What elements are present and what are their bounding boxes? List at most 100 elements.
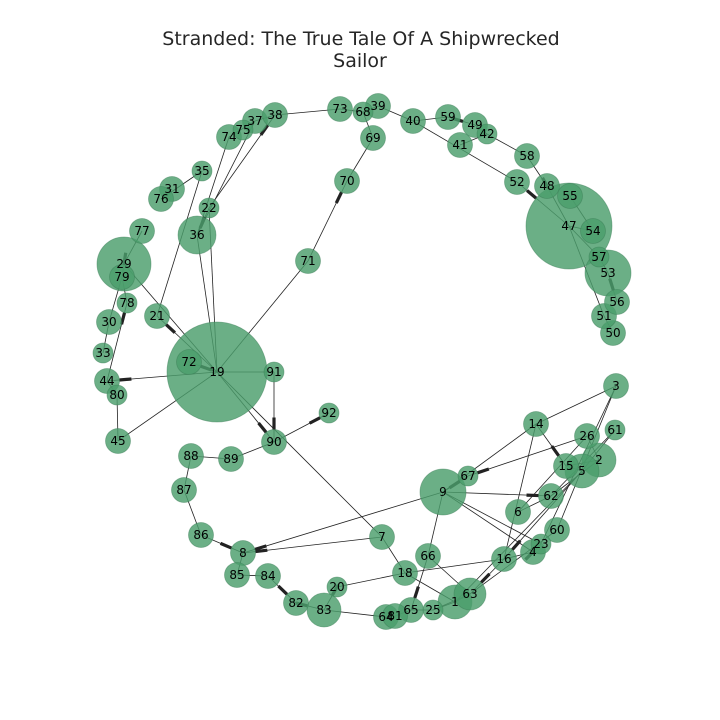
arrowhead-9-8 xyxy=(254,544,267,551)
node-label-53: 53 xyxy=(600,266,615,280)
node-59 xyxy=(435,104,461,130)
node-label-57: 57 xyxy=(591,250,606,264)
node-55 xyxy=(557,183,583,209)
node-label-79: 79 xyxy=(114,270,129,284)
node-73 xyxy=(327,96,353,122)
node-88 xyxy=(178,443,204,469)
node-label-15: 15 xyxy=(558,459,573,473)
node-54 xyxy=(580,218,606,244)
arrowhead-26-67 xyxy=(476,467,490,475)
arrowhead-22-38 xyxy=(259,124,270,136)
node-label-35: 35 xyxy=(194,164,209,178)
node-71 xyxy=(295,248,321,274)
node-35 xyxy=(191,160,213,182)
arrowhead-19-21 xyxy=(165,323,177,334)
node-label-88: 88 xyxy=(183,449,198,463)
node-label-37: 37 xyxy=(247,114,262,128)
arrowhead-7-8 xyxy=(255,548,268,554)
arrowhead-44-78 xyxy=(119,312,127,325)
node-label-70: 70 xyxy=(339,174,354,188)
node-label-18: 18 xyxy=(397,566,412,580)
node-82 xyxy=(283,590,309,616)
node-label-83: 83 xyxy=(316,603,331,617)
node-84 xyxy=(255,563,281,589)
node-label-92: 92 xyxy=(321,406,336,420)
node-70 xyxy=(334,168,360,194)
node-label-30: 30 xyxy=(101,315,116,329)
node-label-26: 26 xyxy=(579,429,594,443)
node-40 xyxy=(400,108,426,134)
node-label-25: 25 xyxy=(425,603,440,617)
node-38 xyxy=(262,102,288,128)
node-label-54: 54 xyxy=(585,224,600,238)
node-78 xyxy=(116,292,138,314)
figure-title-line1: Stranded: The True Tale Of A Shipwrecked xyxy=(162,28,559,50)
node-label-85: 85 xyxy=(229,568,244,582)
node-label-56: 56 xyxy=(609,295,624,309)
node-label-2: 2 xyxy=(595,453,603,467)
node-label-4: 4 xyxy=(529,545,537,559)
node-52 xyxy=(504,169,530,195)
node-6 xyxy=(505,499,531,525)
node-label-74: 74 xyxy=(221,130,236,144)
arrowhead-14-15 xyxy=(550,445,561,457)
node-label-22: 22 xyxy=(201,201,216,215)
node-label-67: 67 xyxy=(460,469,475,483)
node-label-84: 84 xyxy=(260,569,275,583)
node-label-81: 81 xyxy=(387,609,402,623)
node-label-33: 33 xyxy=(95,346,110,360)
node-label-6: 6 xyxy=(514,505,522,519)
node-68 xyxy=(352,101,374,123)
node-26 xyxy=(574,423,600,449)
node-87 xyxy=(171,477,197,503)
node-label-73: 73 xyxy=(332,102,347,116)
node-18 xyxy=(392,560,418,586)
node-label-64: 64 xyxy=(378,610,393,624)
node-62 xyxy=(538,483,564,509)
node-label-45: 45 xyxy=(110,434,125,448)
node-20 xyxy=(326,576,348,598)
edge-21-35 xyxy=(156,170,203,317)
node-label-76: 76 xyxy=(153,192,168,206)
node-7 xyxy=(369,524,395,550)
edge-14-16 xyxy=(503,423,537,560)
node-76 xyxy=(148,186,174,212)
node-label-47: 47 xyxy=(561,219,576,233)
node-label-8: 8 xyxy=(239,546,247,560)
node-label-3: 3 xyxy=(612,379,620,393)
node-label-29: 29 xyxy=(116,257,131,271)
node-60 xyxy=(544,517,570,543)
node-89 xyxy=(218,446,244,472)
node-9 xyxy=(419,468,467,516)
node-label-44: 44 xyxy=(99,374,114,388)
node-label-71: 71 xyxy=(300,254,315,268)
node-72 xyxy=(176,349,202,375)
node-label-51: 51 xyxy=(596,309,611,323)
node-85 xyxy=(224,562,250,588)
node-label-87: 87 xyxy=(176,483,191,497)
node-label-55: 55 xyxy=(562,189,577,203)
node-label-21: 21 xyxy=(149,309,164,323)
nodes-layer xyxy=(92,93,632,630)
node-69 xyxy=(360,125,386,151)
node-91 xyxy=(263,361,285,383)
arrowhead-5-16 xyxy=(511,539,522,551)
node-label-60: 60 xyxy=(549,523,564,537)
node-label-52: 52 xyxy=(509,175,524,189)
node-80 xyxy=(106,384,128,406)
node-label-75: 75 xyxy=(235,123,250,137)
node-83 xyxy=(306,592,342,628)
node-3 xyxy=(603,373,629,399)
node-21 xyxy=(144,303,170,329)
node-label-80: 80 xyxy=(109,388,124,402)
node-79 xyxy=(109,264,135,290)
node-22 xyxy=(198,197,220,219)
node-57 xyxy=(588,246,610,268)
edge-9-8 xyxy=(242,491,444,554)
arrowhead-86-8 xyxy=(219,541,233,550)
node-label-9: 9 xyxy=(439,485,447,499)
arrowhead-52-47 xyxy=(525,189,538,200)
edge-16-18 xyxy=(404,558,505,574)
node-58 xyxy=(514,143,540,169)
